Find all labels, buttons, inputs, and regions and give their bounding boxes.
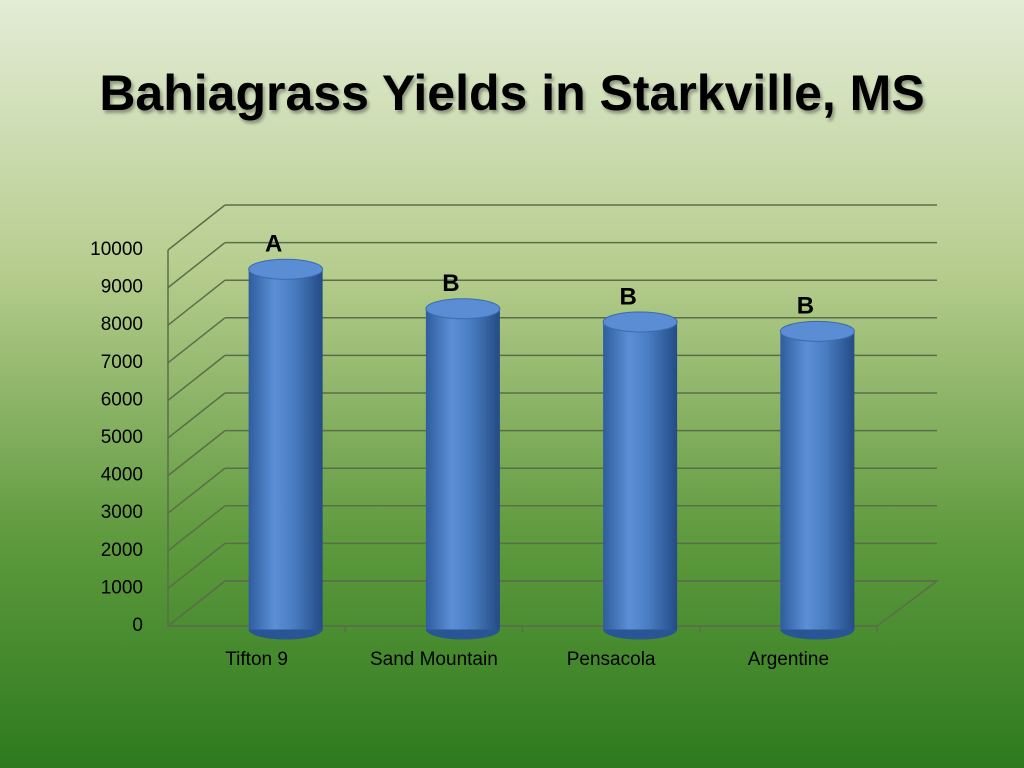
y-tick-label: 8000: [101, 314, 143, 335]
annotation: B: [797, 293, 814, 320]
plot: 0 1000 2000 3000 4000 5000 6000 7000 8000 9000 100…: [90, 204, 940, 670]
bar: [425, 308, 500, 630]
y-tick-label: 3000: [101, 502, 143, 523]
bar-cap: [248, 258, 324, 280]
bar: [780, 331, 855, 630]
grid-line: [167, 354, 226, 401]
bar-cap: [425, 298, 501, 320]
y-tick-label: 10000: [90, 239, 143, 260]
y-tick-label: 6000: [101, 389, 143, 410]
bar: [603, 321, 678, 630]
annotation: B: [442, 270, 459, 297]
grid-line: [167, 542, 226, 589]
grid-line: [167, 279, 226, 326]
y-tick-label: 9000: [101, 277, 143, 298]
grid-line: [167, 505, 226, 552]
bar-cap: [602, 311, 678, 333]
grid-line: [167, 242, 226, 289]
y-tick-label: 4000: [101, 465, 143, 486]
chart-title: Bahiagrass Yields in Starkville, MS: [99, 65, 924, 121]
grid-line: [167, 430, 226, 477]
grid-line: [167, 580, 226, 627]
y-tick-label: 5000: [101, 427, 143, 448]
bar-cap: [779, 320, 855, 342]
y-tick-label: 0: [132, 615, 143, 636]
annotation: B: [619, 283, 636, 310]
y-tick-label: 1000: [101, 577, 143, 598]
x-tick-label: Tifton 9: [225, 649, 288, 670]
y-tick-label: 2000: [101, 540, 143, 561]
grid-line: [167, 392, 226, 439]
grid-line: [167, 467, 226, 514]
grid-line: [167, 204, 226, 251]
bar: [248, 269, 323, 630]
grid-line: [167, 317, 226, 364]
x-tick-label: Pensacola: [567, 649, 656, 670]
x-tick-label: Argentine: [748, 649, 829, 670]
x-tick-label: Sand Mountain: [370, 649, 498, 670]
y-tick-label: 7000: [101, 352, 143, 373]
annotation: A: [265, 231, 282, 258]
